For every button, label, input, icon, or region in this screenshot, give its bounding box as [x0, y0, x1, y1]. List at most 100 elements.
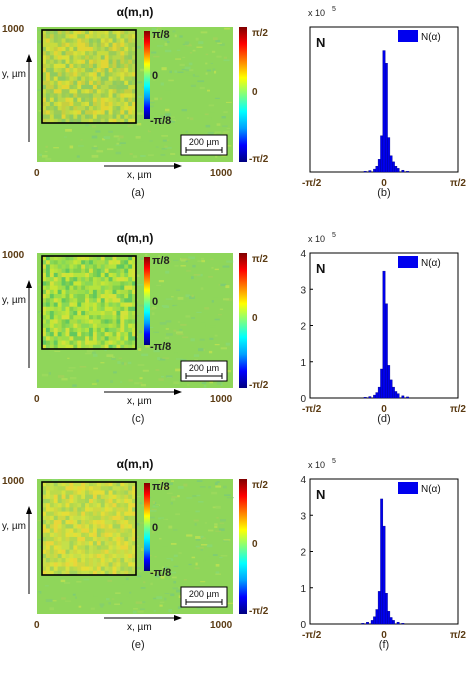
texture-speck: [173, 554, 178, 557]
texture-speck: [49, 607, 54, 611]
inset-cell: [45, 553, 51, 559]
inset-cell: [112, 30, 117, 35]
inset-cell: [85, 55, 90, 60]
inset-cell: [45, 294, 51, 299]
texture-speck: [207, 556, 212, 559]
inset-cell: [104, 84, 109, 90]
inset-cell: [128, 498, 133, 504]
inset-cell: [104, 277, 109, 282]
inset-cell: [85, 97, 90, 103]
inset-cell: [85, 310, 90, 316]
inset-cell: [77, 511, 82, 517]
inset-cell: [85, 63, 90, 69]
inset-cell: [104, 520, 109, 525]
histogram-bar: [392, 161, 395, 173]
inset-cell: [120, 80, 125, 86]
inset-cell: [120, 319, 125, 324]
inset-cell: [53, 490, 58, 495]
texture-speck: [139, 377, 143, 380]
texture-speck: [148, 308, 155, 310]
inset-cell: [42, 63, 47, 69]
texture-speck: [76, 581, 82, 583]
texture-speck: [64, 136, 67, 138]
inset-cell: [42, 256, 47, 261]
texture-speck: [149, 140, 153, 142]
x-tick-1000: 1000: [210, 620, 233, 631]
inset-cell: [124, 68, 129, 73]
inset-cell: [45, 264, 51, 269]
inset-cell: [81, 114, 86, 120]
inset-cell: [69, 89, 74, 94]
inset-cell: [100, 51, 105, 56]
histogram-bar: [384, 63, 388, 173]
texture-speck: [165, 328, 169, 330]
inset-cell: [53, 110, 58, 115]
inset-cell: [77, 566, 82, 572]
inset-cell: [92, 63, 98, 69]
histogram-bar: [389, 379, 393, 399]
inset-cell: [42, 80, 47, 86]
texture-speck: [155, 505, 159, 507]
inset-cell: [120, 84, 125, 90]
texture-speck: [161, 135, 168, 137]
texture-speck: [174, 34, 177, 38]
texture-speck: [161, 148, 167, 150]
texture-speck: [214, 268, 219, 271]
inset-cell: [45, 97, 51, 103]
texture-speck: [224, 494, 231, 497]
texture-speck: [204, 28, 208, 31]
texture-speck: [196, 311, 202, 313]
inset-cell: [132, 294, 137, 299]
inset-cell: [104, 72, 109, 77]
texture-speck: [211, 300, 214, 303]
inset-cell: [81, 532, 86, 538]
inset-cell: [104, 118, 109, 124]
inset-cell: [124, 507, 129, 512]
inset-cell: [49, 558, 55, 563]
inset-cell: [81, 46, 86, 52]
inset-cell: [49, 84, 55, 90]
inset-cell: [61, 327, 66, 333]
texture-speck: [152, 37, 158, 40]
inset-cell: [81, 106, 86, 111]
texture-speck: [216, 55, 222, 58]
inset-cell: [42, 93, 47, 98]
texture-speck: [177, 606, 182, 609]
inset-cell: [100, 570, 105, 576]
inset-cell: [77, 562, 82, 567]
inset-cell: [85, 298, 90, 303]
texture-speck: [192, 73, 195, 76]
texture-speck: [136, 284, 143, 286]
texture-speck: [187, 384, 190, 386]
texture-speck: [186, 534, 193, 537]
y-multiplier: x 10: [308, 460, 325, 470]
y-axis-label: y, µm: [2, 295, 26, 306]
inset-cell: [85, 490, 90, 495]
inset-cell: [85, 532, 90, 538]
inset-cell: [53, 532, 58, 538]
inset-cell: [116, 344, 121, 350]
inset-cell: [81, 536, 86, 542]
inset-cell: [104, 268, 109, 274]
texture-speck: [172, 119, 176, 122]
inset-cell: [100, 76, 105, 82]
inset-cell: [120, 553, 125, 559]
texture-speck: [108, 601, 111, 605]
texture-speck: [200, 31, 208, 34]
inset-cell: [53, 340, 58, 346]
inset-cell: [112, 256, 117, 261]
inset-cell: [108, 327, 113, 333]
inset-cell: [112, 327, 117, 333]
inset-cell: [108, 76, 113, 82]
texture-speck: [216, 481, 220, 484]
inset-cell: [104, 494, 109, 500]
texture-speck: [140, 548, 144, 551]
inset-cell: [112, 558, 117, 563]
texture-speck: [173, 584, 178, 586]
histogram-x-tick: π/2: [450, 178, 466, 189]
inset-cell: [100, 515, 105, 521]
inset-cell: [96, 298, 102, 303]
inset-cell: [124, 298, 129, 303]
histogram-bar: [368, 396, 372, 399]
inset-cell: [108, 323, 113, 329]
